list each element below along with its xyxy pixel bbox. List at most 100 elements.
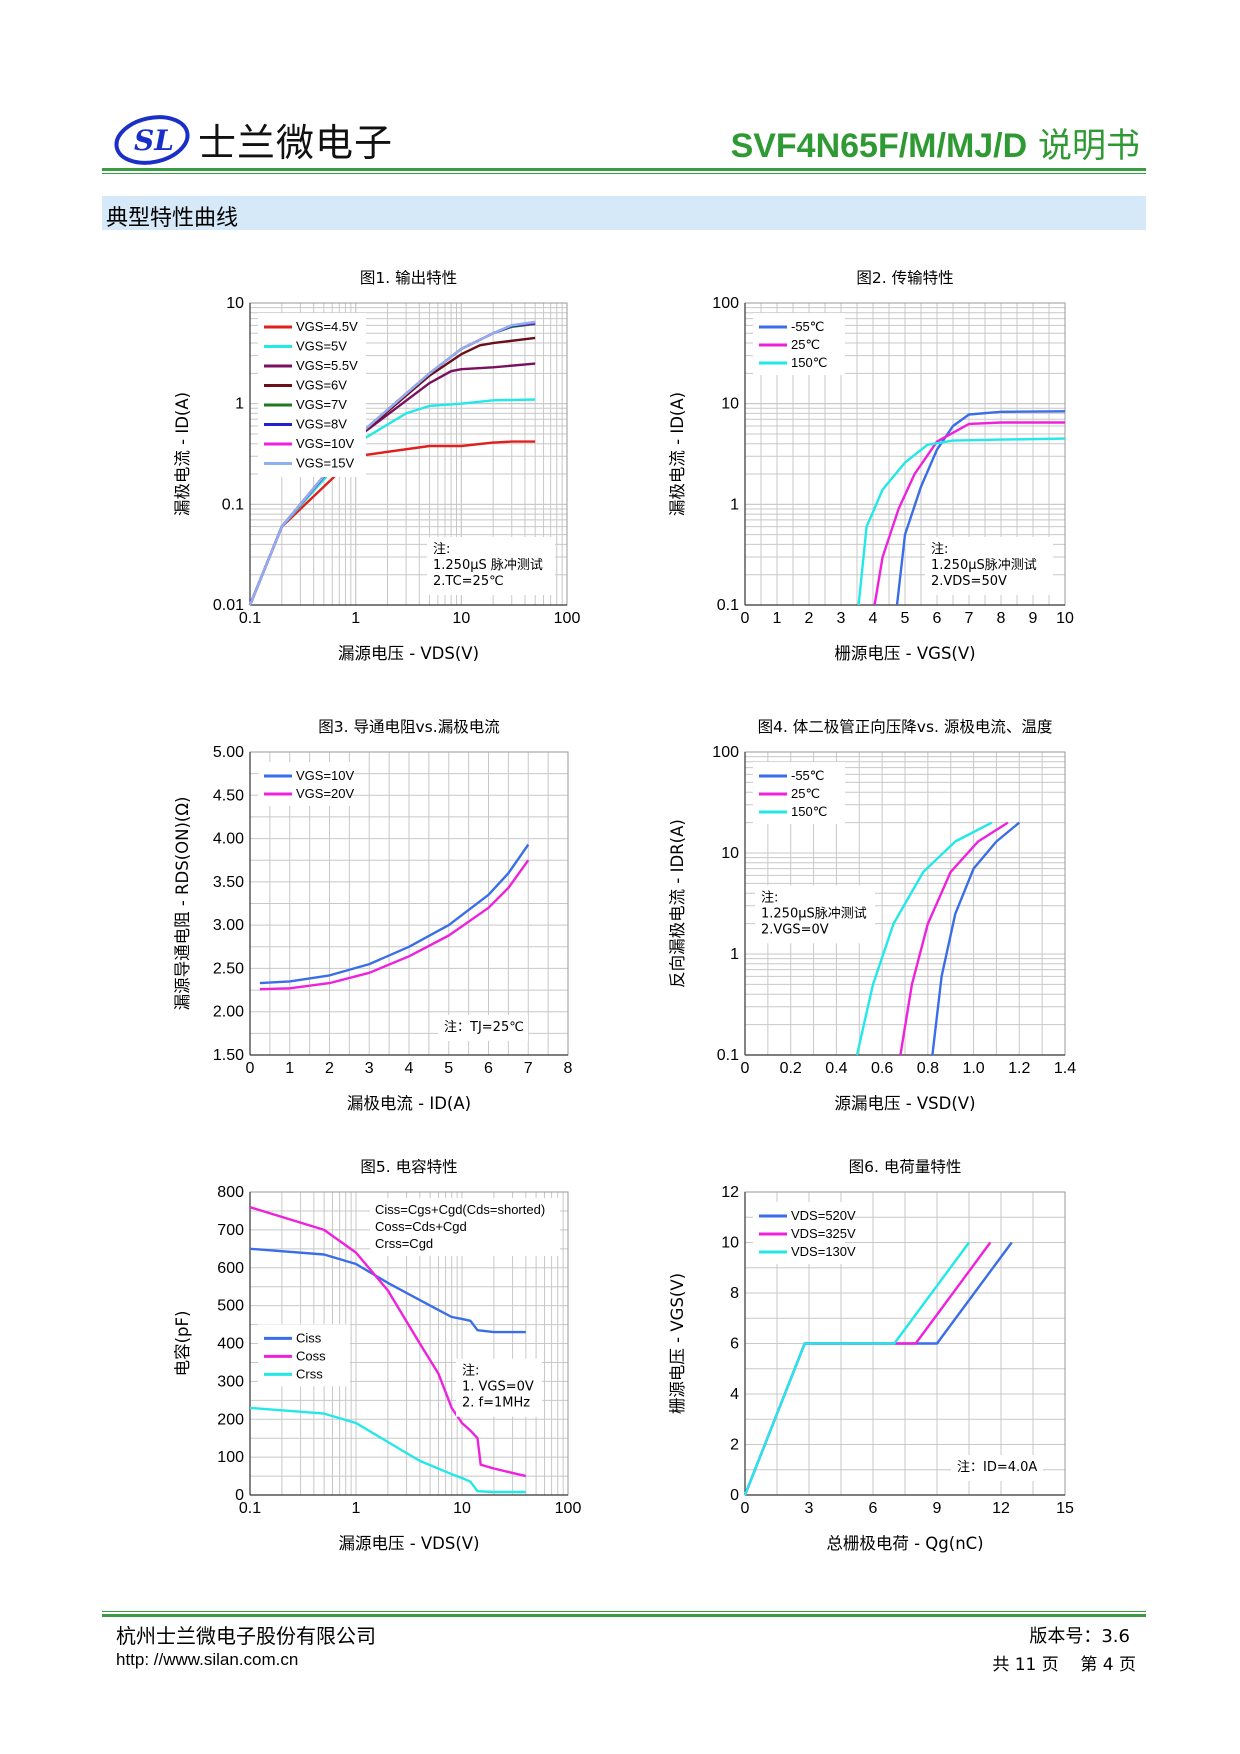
x-tick-label: 1 xyxy=(351,610,360,627)
x-tick-label: 100 xyxy=(554,610,581,627)
y-tick-label: 3.00 xyxy=(213,917,244,934)
legend-label: Coss xyxy=(296,1348,326,1363)
y-axis-label: 漏极电流 - ID(A) xyxy=(668,392,687,516)
x-tick-label: 7 xyxy=(965,610,974,627)
x-tick-label: 4 xyxy=(405,1060,414,1077)
note-line: 2.TC=25℃ xyxy=(433,574,504,589)
footer-rule xyxy=(102,1614,1146,1617)
footer-page-number: 共 11 页 第 4 页 xyxy=(992,1655,1136,1675)
y-tick-label: 1 xyxy=(730,496,739,513)
x-axis-label: 源漏电压 - VSD(V) xyxy=(834,1094,975,1113)
legend-label: VGS=10V xyxy=(296,768,355,783)
note-background xyxy=(438,1015,528,1041)
series-line-150 xyxy=(855,821,993,1056)
x-tick-label: 3 xyxy=(365,1060,374,1077)
chart-note: 注：ID=4.0A xyxy=(951,1455,1043,1481)
x-tick-label: 8 xyxy=(564,1060,573,1077)
x-axis-label: 漏源电压 - VDS(V) xyxy=(338,1534,479,1553)
document-title: SVF4N65F/M/MJ/D 说明书 xyxy=(731,118,1140,167)
chart-legend: -55℃ 25℃ 150℃ xyxy=(753,313,845,375)
note-line: 1. VGS=0V xyxy=(462,1380,534,1395)
chart-3: 图3. 导通电阻vs.漏极电流 0 1 2 3 4 5 6 7 8 1.50 2.00 2.50 3.00… xyxy=(173,718,573,1113)
x-tick-label: 15 xyxy=(1056,1500,1074,1517)
legend-label: VGS=10V xyxy=(296,436,355,451)
footer-rule-thin xyxy=(102,1611,1146,1612)
series-line-vgs-4-5v xyxy=(248,440,536,606)
annotation-line: Coss=Cds+Cgd xyxy=(375,1219,467,1234)
chart-legend: -55℃ 25℃ 150℃ xyxy=(753,762,845,824)
x-tick-label: 3 xyxy=(837,610,846,627)
x-tick-label: 1 xyxy=(352,1500,361,1517)
x-tick-label: 0 xyxy=(741,610,750,627)
note-line: 1.250μS 脉冲测试 xyxy=(433,558,543,573)
y-tick-label: 800 xyxy=(217,1184,244,1201)
note-line: 注: xyxy=(462,1364,479,1379)
x-tick-label: 1.0 xyxy=(962,1060,984,1077)
legend-background xyxy=(258,762,350,806)
series-line-vgs-10v xyxy=(259,843,530,985)
x-tick-label: 6 xyxy=(933,610,942,627)
y-tick-label: 400 xyxy=(217,1336,244,1353)
x-tick-label: 0.1 xyxy=(239,610,261,627)
x-tick-label: 5 xyxy=(901,610,910,627)
header-rule xyxy=(102,168,1146,171)
chart-2: 图2. 传输特性 0 1 2 3 4 5 6 7 8 9 10 0.1 1 10 100 栅源电压 - VGS(… xyxy=(668,269,1074,663)
x-tick-label: 4 xyxy=(869,610,878,627)
y-tick-label: 0 xyxy=(235,1487,244,1504)
legend-label: VGS=7V xyxy=(296,397,347,412)
series-line-150 xyxy=(857,437,1066,606)
note-background xyxy=(951,1455,1043,1481)
y-axis-label: 漏极电流 - ID(A) xyxy=(173,392,192,516)
note-line: 注: xyxy=(931,542,948,557)
note-line: 2. f=1MHz xyxy=(462,1396,530,1411)
y-tick-label: 4 xyxy=(730,1386,739,1403)
y-tick-label: 0.1 xyxy=(222,496,244,513)
y-tick-label: 6 xyxy=(730,1336,739,1353)
legend-label: Ciss xyxy=(296,1330,322,1345)
chart-title: 图4. 体二极管正向压降vs. 源极电流、温度 xyxy=(758,718,1053,736)
chart-annotation: Ciss=Cgs+Cgd(Cds=shorted) Coss=Cds+Cgd Crs… xyxy=(370,1198,560,1256)
note-line: 注：TJ=25℃ xyxy=(444,1020,524,1035)
chart-legend: VGS=10V VGS=20V xyxy=(258,762,355,806)
x-axis-label: 漏源电压 - VDS(V) xyxy=(338,644,479,663)
y-axis-label: 电容(pF) xyxy=(173,1311,192,1377)
title-suffix: 说明书 xyxy=(1027,126,1140,166)
chart-title: 图5. 电容特性 xyxy=(360,1158,457,1176)
y-tick-label: 0.1 xyxy=(717,597,739,614)
chart-note: 注：TJ=25℃ xyxy=(438,1015,528,1041)
footer-company: 杭州士兰微电子股份有限公司 xyxy=(116,1624,376,1648)
note-line: 2.VDS=50V xyxy=(931,574,1007,589)
annotation-line: Crss=Cgd xyxy=(375,1236,433,1251)
legend-label: VGS=15V xyxy=(296,456,355,471)
x-tick-label: 0.8 xyxy=(917,1060,939,1077)
x-tick-label: 10 xyxy=(1056,610,1074,627)
legend-label: VDS=130V xyxy=(791,1244,856,1259)
y-tick-label: 4.50 xyxy=(213,787,244,804)
y-tick-label: 0 xyxy=(730,1487,739,1504)
legend-label: Crss xyxy=(296,1366,323,1381)
y-tick-label: 1 xyxy=(730,946,739,963)
chart-title: 图1. 输出特性 xyxy=(360,269,457,287)
legend-label: VGS=5V xyxy=(296,339,347,354)
legend-label: VGS=6V xyxy=(296,378,347,393)
footer-version: 版本号：3.6 xyxy=(1029,1626,1130,1647)
y-tick-label: 100 xyxy=(712,744,739,761)
note-line: 注: xyxy=(433,542,450,557)
legend-label: 25℃ xyxy=(791,786,820,801)
y-tick-label: 5.00 xyxy=(213,744,244,761)
annotation-background xyxy=(370,1198,560,1256)
y-tick-label: 500 xyxy=(217,1298,244,1315)
note-line: 1.250μS脉冲测试 xyxy=(931,558,1037,573)
y-tick-label: 2.00 xyxy=(213,1004,244,1021)
footer-url[interactable]: http: //www.silan.com.cn xyxy=(116,1650,299,1669)
y-tick-label: 4.00 xyxy=(213,831,244,848)
annotation-line: Ciss=Cgs+Cgd(Cds=shorted) xyxy=(375,1202,545,1217)
x-tick-label: 8 xyxy=(997,610,1006,627)
series-line-ciss xyxy=(249,1247,526,1334)
y-tick-label: 100 xyxy=(712,295,739,312)
chart-6: 图6. 电荷量特性 0 3 6 9 12 15 0 2 4 6 8 10 12 总栅极电荷 - Qg(nC)… xyxy=(668,1158,1074,1553)
company-name: 士兰微电子 xyxy=(198,121,394,165)
x-tick-label: 0.4 xyxy=(825,1060,847,1077)
